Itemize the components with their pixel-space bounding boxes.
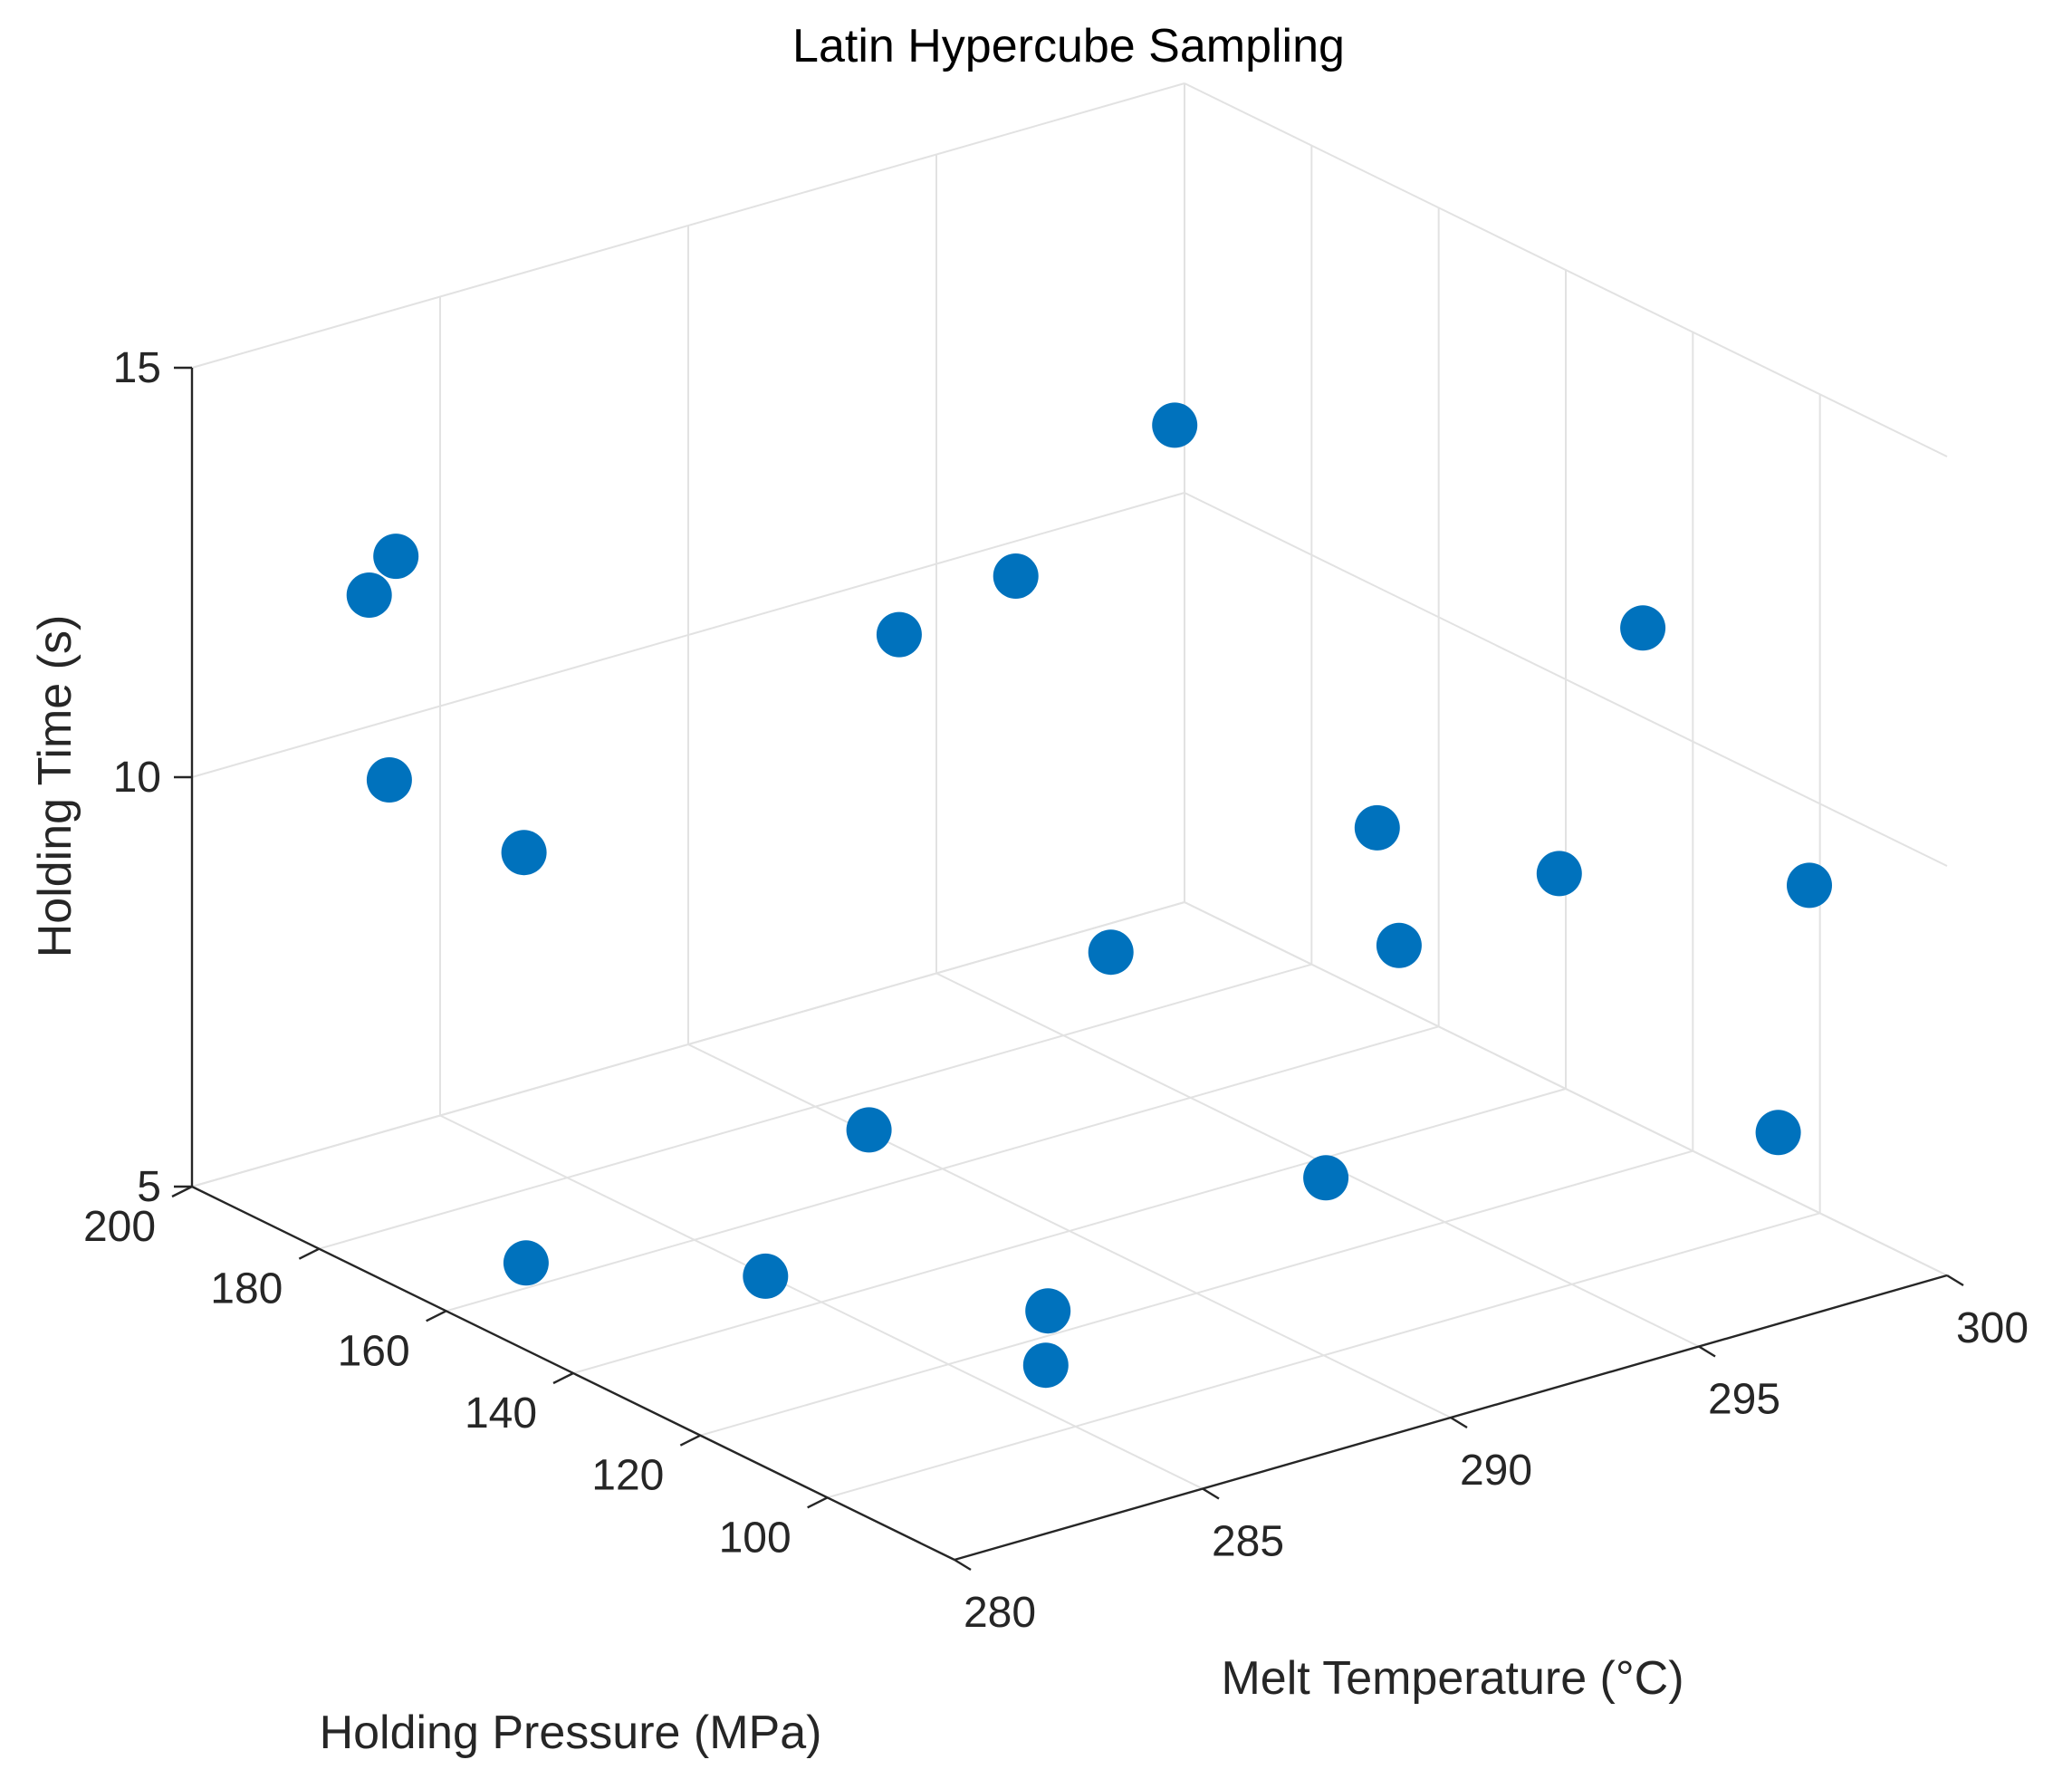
z-tick-label: 5 bbox=[137, 1163, 161, 1211]
data-point bbox=[993, 553, 1039, 599]
floor-grid-line-y bbox=[446, 1025, 1439, 1313]
data-point bbox=[1620, 605, 1666, 651]
x-tick-mark bbox=[1946, 1274, 1964, 1287]
data-point bbox=[346, 572, 392, 618]
back-wall-grid-line-z bbox=[191, 901, 1185, 1188]
points-layer bbox=[346, 402, 1832, 1389]
data-point bbox=[373, 534, 419, 580]
y-tick-mark bbox=[807, 1496, 829, 1509]
data-point bbox=[1088, 929, 1134, 976]
y-tick-mark bbox=[679, 1434, 701, 1447]
data-point bbox=[1536, 851, 1582, 897]
data-point bbox=[846, 1107, 892, 1153]
side-wall-grid-line-z bbox=[1184, 82, 1948, 457]
y-tick-label: 140 bbox=[465, 1390, 537, 1438]
back-wall-grid-line-z bbox=[191, 82, 1185, 369]
x-tick-label: 285 bbox=[1212, 1518, 1284, 1566]
data-point bbox=[1152, 402, 1198, 448]
data-point bbox=[1376, 922, 1422, 968]
x-tick-label: 290 bbox=[1460, 1447, 1532, 1495]
data-point bbox=[366, 757, 412, 803]
data-point bbox=[1303, 1155, 1349, 1201]
y-tick-mark bbox=[552, 1371, 574, 1385]
floor-grid-line-y bbox=[827, 1212, 1820, 1499]
y-tick-label: 200 bbox=[83, 1203, 156, 1251]
z-axis-label: Holding Time (s) bbox=[29, 615, 82, 958]
data-point bbox=[876, 611, 922, 658]
data-point bbox=[503, 1240, 549, 1286]
x-tick-label: 300 bbox=[1956, 1304, 2029, 1352]
floor-grid-line-y bbox=[700, 1149, 1693, 1437]
data-point bbox=[1755, 1110, 1801, 1156]
side-wall-grid-line-z bbox=[1184, 901, 1948, 1276]
x-tick-mark bbox=[1698, 1345, 1716, 1358]
y-tick-label: 180 bbox=[210, 1265, 283, 1313]
x-tick-mark bbox=[1450, 1416, 1468, 1429]
data-point bbox=[1354, 804, 1400, 851]
floor-grid-line-y bbox=[572, 1088, 1567, 1374]
x-tick-mark bbox=[954, 1558, 972, 1572]
x-tick-label: 295 bbox=[1708, 1376, 1780, 1424]
back-wall-grid-line-z bbox=[191, 492, 1185, 778]
y-tick-label: 160 bbox=[338, 1327, 410, 1375]
y-tick-label: 100 bbox=[719, 1514, 791, 1562]
data-point bbox=[1022, 1342, 1069, 1389]
floor-grid-line-y bbox=[319, 963, 1312, 1250]
y-tick-mark bbox=[171, 1185, 193, 1198]
data-point bbox=[743, 1253, 789, 1299]
x-axis-label: Melt Temperature (°C) bbox=[1221, 1652, 1684, 1705]
data-point bbox=[501, 830, 547, 876]
x-tick-label: 280 bbox=[964, 1589, 1036, 1637]
side-wall-grid-line-z bbox=[1184, 492, 1948, 867]
y-axis-label: Holding Pressure (MPa) bbox=[320, 1707, 822, 1759]
data-point bbox=[1787, 862, 1832, 909]
chart-title: Latin Hypercube Sampling bbox=[792, 20, 1345, 72]
y-tick-mark bbox=[298, 1247, 320, 1260]
y-tick-mark bbox=[426, 1310, 447, 1322]
z-tick-label: 15 bbox=[113, 344, 161, 392]
y-tick-label: 120 bbox=[591, 1452, 664, 1500]
data-point bbox=[1025, 1288, 1071, 1334]
z-tick-label: 10 bbox=[113, 754, 161, 802]
x-tick-mark bbox=[1202, 1487, 1220, 1500]
